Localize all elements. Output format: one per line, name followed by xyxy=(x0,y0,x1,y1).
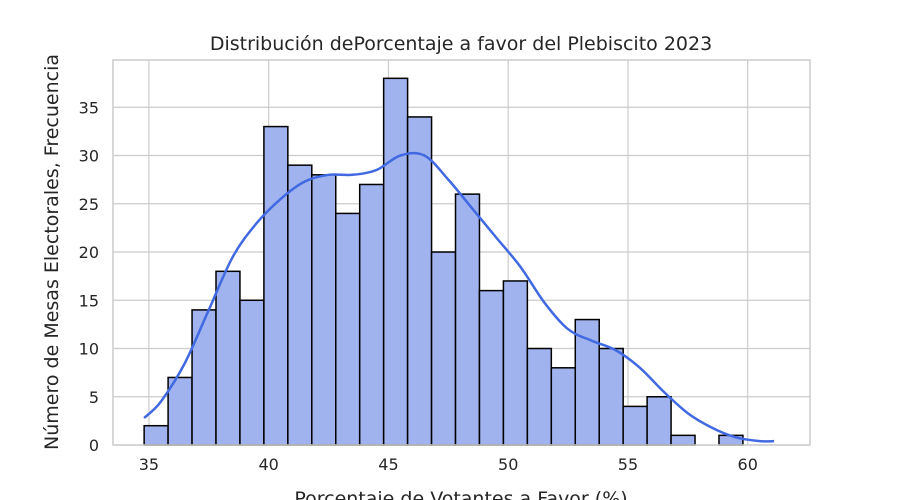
histogram-bar xyxy=(191,309,217,446)
histogram-bar xyxy=(239,299,265,446)
y-tick-label: 0 xyxy=(89,436,99,455)
histogram-bar xyxy=(263,125,289,446)
y-tick-label: 10 xyxy=(79,340,99,359)
histogram-bar xyxy=(335,212,361,446)
x-tick-label: 55 xyxy=(618,455,638,474)
x-tick-label: 45 xyxy=(378,455,398,474)
plot-frame xyxy=(112,59,811,446)
chart-title: Distribución dePorcentaje a favor del Pl… xyxy=(210,33,712,55)
histogram-bar xyxy=(215,270,241,446)
histogram-bar xyxy=(143,424,169,446)
histogram-bar xyxy=(622,405,648,446)
histogram-bar xyxy=(358,183,385,446)
x-tick-label: 50 xyxy=(498,455,518,474)
histogram-bar xyxy=(311,174,337,446)
grid-layer xyxy=(113,60,810,446)
histogram-bar xyxy=(646,396,672,446)
y-axis-label: Número de Mesas Electorales, Frecuencia xyxy=(41,54,63,450)
x-tick-label: 60 xyxy=(738,455,758,474)
histogram-bar xyxy=(598,347,624,446)
y-tick-label: 20 xyxy=(79,243,99,262)
x-tick-label: 40 xyxy=(259,455,279,474)
histogram-bar xyxy=(454,193,481,446)
y-tick-label: 5 xyxy=(89,388,99,407)
bars-layer xyxy=(143,77,744,446)
y-tick-label: 25 xyxy=(79,195,99,214)
histogram-bar xyxy=(526,347,553,446)
histogram-bar xyxy=(670,434,696,446)
histogram-bar xyxy=(287,164,313,446)
kde-line xyxy=(143,151,775,443)
histogram-bar xyxy=(406,116,433,446)
x-tick-labels: 35 40 45 50 55 60 xyxy=(139,455,758,474)
histogram-bar xyxy=(502,280,529,446)
x-tick-label: 35 xyxy=(139,455,159,474)
histogram-bar xyxy=(430,251,457,446)
y-tick-label: 35 xyxy=(79,98,99,117)
histogram-bar xyxy=(382,77,409,446)
histogram-bar xyxy=(550,367,577,446)
y-tick-label: 30 xyxy=(79,147,99,166)
histogram-bar xyxy=(478,289,505,446)
x-axis-label: Porcentaje de Votantes a Favor (%) xyxy=(294,488,627,500)
y-tick-labels: 0 5 10 15 20 25 30 35 xyxy=(79,98,99,455)
y-tick-label: 15 xyxy=(79,291,99,310)
kde-layer xyxy=(143,151,775,443)
